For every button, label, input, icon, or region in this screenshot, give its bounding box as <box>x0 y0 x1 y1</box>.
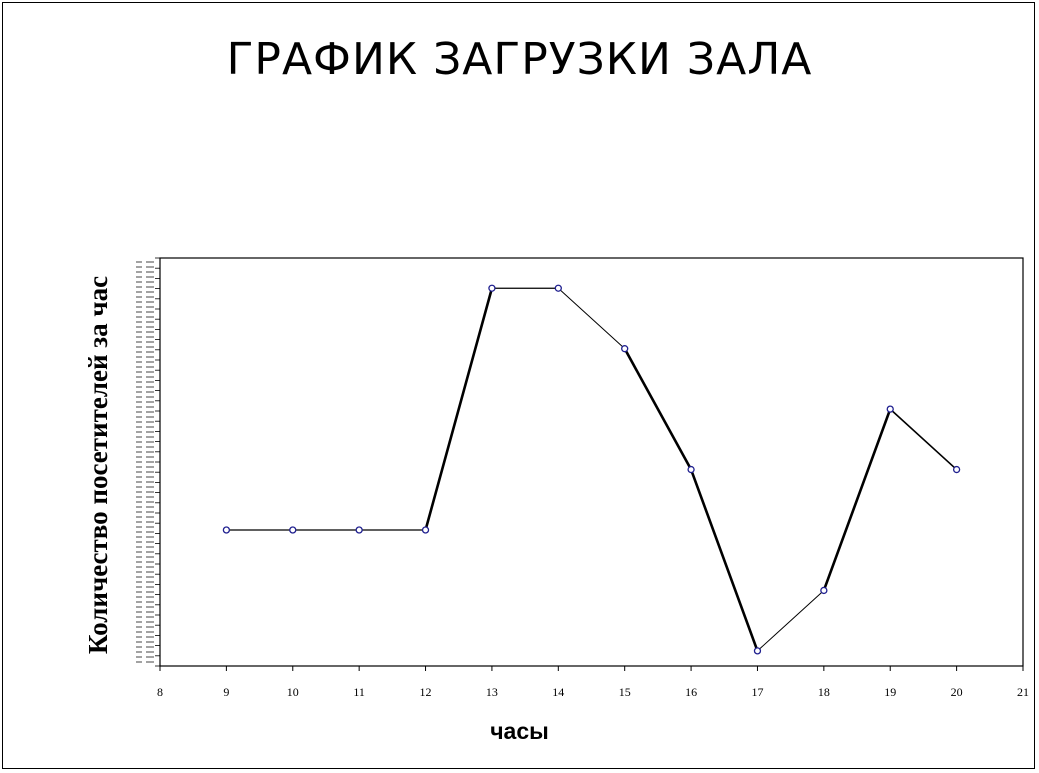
series-segment <box>689 468 759 653</box>
x-tick-label: 9 <box>223 685 229 699</box>
chart-title: ГРАФИК ЗАГРУЗКИ ЗАЛА <box>226 34 813 85</box>
x-tick-label: 20 <box>951 685 963 699</box>
x-tick-label: 16 <box>685 685 697 699</box>
x-tick-label: 12 <box>420 685 432 699</box>
data-point <box>621 345 629 353</box>
data-point <box>886 405 894 413</box>
x-tick-label: 18 <box>818 685 830 699</box>
x-tick-label: 10 <box>287 685 299 699</box>
series-segment <box>756 589 825 652</box>
data-point <box>222 526 231 534</box>
series-segment <box>822 407 892 592</box>
x-tick-label: 11 <box>353 685 365 699</box>
data-point <box>952 465 961 474</box>
series-segment <box>623 347 693 471</box>
data-point <box>753 647 762 655</box>
x-tick-label: 13 <box>486 685 498 699</box>
series-markers <box>222 284 961 655</box>
x-axis-ticks: 8 9 10 11 12 13 14 15 16 17 18 19 20 21 <box>157 666 1029 699</box>
x-tick-label: 14 <box>552 685 564 699</box>
series-segment <box>889 408 958 471</box>
x-tick-label: 19 <box>884 685 896 699</box>
data-point <box>355 526 363 534</box>
data-point <box>820 586 828 595</box>
data-point <box>687 465 695 474</box>
x-axis-label: часы <box>490 718 549 744</box>
plot-area <box>159 257 1024 667</box>
x-tick-label: 8 <box>157 685 163 699</box>
x-tick-label: 17 <box>751 685 763 699</box>
series-line <box>225 286 958 653</box>
y-axis-ticks <box>136 257 160 667</box>
x-tick-label: 15 <box>619 685 631 699</box>
data-point <box>554 284 562 292</box>
data-point <box>289 526 297 534</box>
y-tick-label-band <box>136 258 154 666</box>
series-segment <box>424 286 494 532</box>
data-point <box>488 284 496 292</box>
series-segment <box>557 287 626 350</box>
x-tick-label: 21 <box>1017 685 1029 699</box>
data-point <box>421 526 430 534</box>
